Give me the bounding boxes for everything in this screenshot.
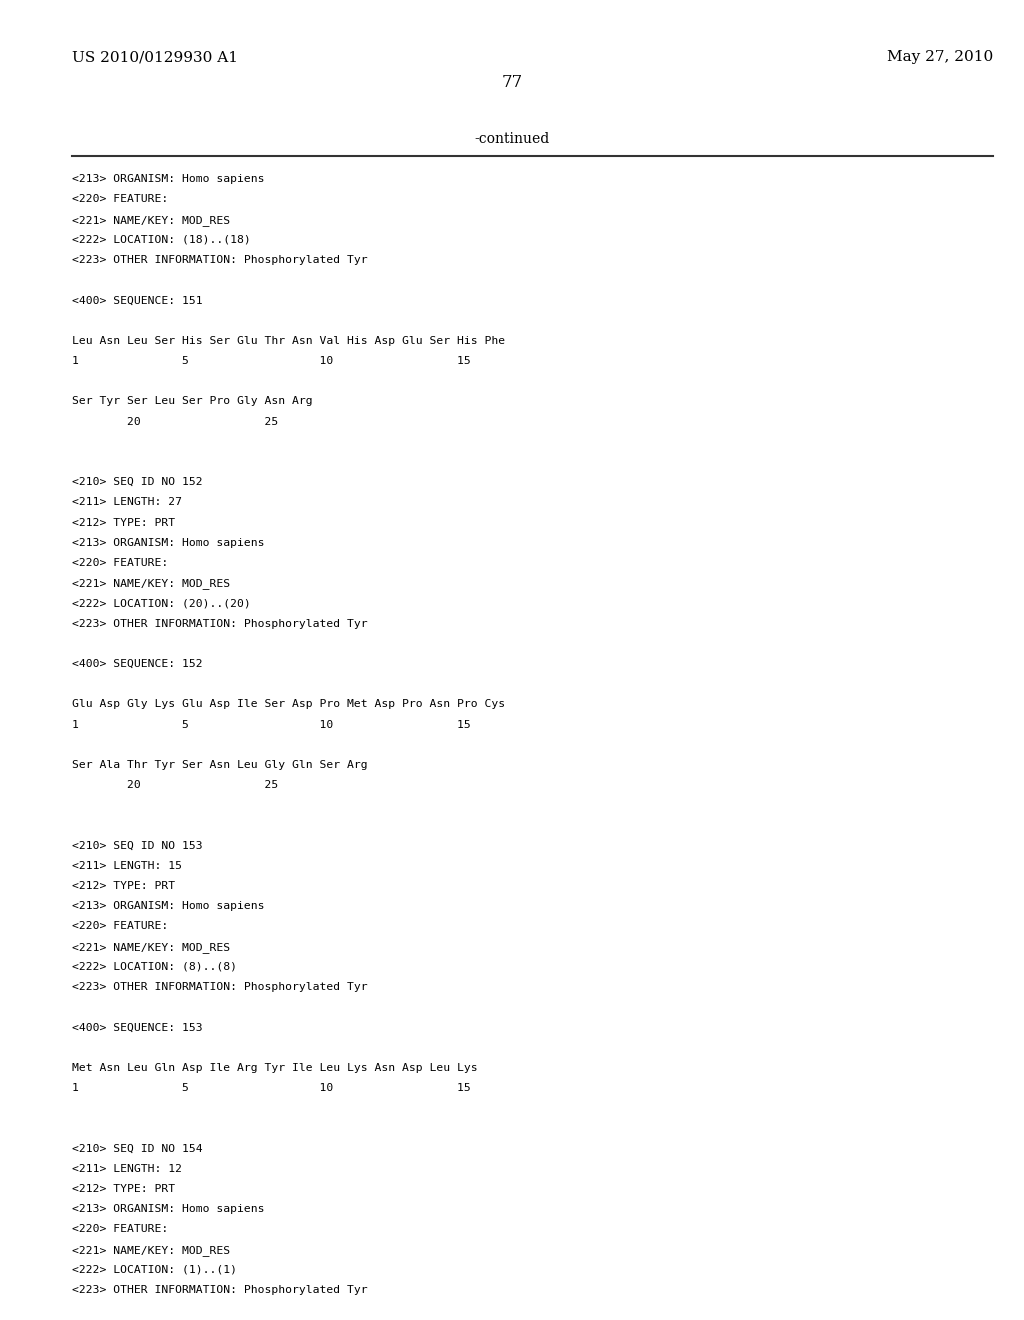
Text: <212> TYPE: PRT: <212> TYPE: PRT xyxy=(72,1184,175,1195)
Text: 20                  25: 20 25 xyxy=(72,417,278,426)
Text: Glu Asp Gly Lys Glu Asp Ile Ser Asp Pro Met Asp Pro Asn Pro Cys: Glu Asp Gly Lys Glu Asp Ile Ser Asp Pro … xyxy=(72,700,505,709)
Text: US 2010/0129930 A1: US 2010/0129930 A1 xyxy=(72,50,238,65)
Text: <400> SEQUENCE: 152: <400> SEQUENCE: 152 xyxy=(72,659,203,669)
Text: -continued: -continued xyxy=(474,132,550,147)
Text: 1               5                   10                  15: 1 5 10 15 xyxy=(72,719,470,730)
Text: <221> NAME/KEY: MOD_RES: <221> NAME/KEY: MOD_RES xyxy=(72,941,229,953)
Text: <220> FEATURE:: <220> FEATURE: xyxy=(72,194,168,205)
Text: <210> SEQ ID NO 152: <210> SEQ ID NO 152 xyxy=(72,477,203,487)
Text: <212> TYPE: PRT: <212> TYPE: PRT xyxy=(72,882,175,891)
Text: <221> NAME/KEY: MOD_RES: <221> NAME/KEY: MOD_RES xyxy=(72,1245,229,1255)
Text: <212> TYPE: PRT: <212> TYPE: PRT xyxy=(72,517,175,528)
Text: Leu Asn Leu Ser His Ser Glu Thr Asn Val His Asp Glu Ser His Phe: Leu Asn Leu Ser His Ser Glu Thr Asn Val … xyxy=(72,335,505,346)
Text: <211> LENGTH: 27: <211> LENGTH: 27 xyxy=(72,498,181,507)
Text: May 27, 2010: May 27, 2010 xyxy=(887,50,993,65)
Text: <210> SEQ ID NO 154: <210> SEQ ID NO 154 xyxy=(72,1143,203,1154)
Text: <223> OTHER INFORMATION: Phosphorylated Tyr: <223> OTHER INFORMATION: Phosphorylated … xyxy=(72,982,368,993)
Text: Met Asn Leu Gln Asp Ile Arg Tyr Ile Leu Lys Asn Asp Leu Lys: Met Asn Leu Gln Asp Ile Arg Tyr Ile Leu … xyxy=(72,1063,477,1073)
Text: <213> ORGANISM: Homo sapiens: <213> ORGANISM: Homo sapiens xyxy=(72,537,264,548)
Text: <220> FEATURE:: <220> FEATURE: xyxy=(72,921,168,932)
Text: <223> OTHER INFORMATION: Phosphorylated Tyr: <223> OTHER INFORMATION: Phosphorylated … xyxy=(72,255,368,265)
Text: <213> ORGANISM: Homo sapiens: <213> ORGANISM: Homo sapiens xyxy=(72,1204,264,1214)
Text: 77: 77 xyxy=(502,74,522,91)
Text: <213> ORGANISM: Homo sapiens: <213> ORGANISM: Homo sapiens xyxy=(72,174,264,185)
Text: <210> SEQ ID NO 153: <210> SEQ ID NO 153 xyxy=(72,841,203,850)
Text: 20                  25: 20 25 xyxy=(72,780,278,791)
Text: <220> FEATURE:: <220> FEATURE: xyxy=(72,1225,168,1234)
Text: <221> NAME/KEY: MOD_RES: <221> NAME/KEY: MOD_RES xyxy=(72,215,229,226)
Text: <223> OTHER INFORMATION: Phosphorylated Tyr: <223> OTHER INFORMATION: Phosphorylated … xyxy=(72,619,368,628)
Text: <211> LENGTH: 15: <211> LENGTH: 15 xyxy=(72,861,181,871)
Text: <222> LOCATION: (1)..(1): <222> LOCATION: (1)..(1) xyxy=(72,1265,237,1275)
Text: <400> SEQUENCE: 153: <400> SEQUENCE: 153 xyxy=(72,1023,203,1032)
Text: <222> LOCATION: (20)..(20): <222> LOCATION: (20)..(20) xyxy=(72,598,251,609)
Text: <220> FEATURE:: <220> FEATURE: xyxy=(72,558,168,568)
Text: <222> LOCATION: (18)..(18): <222> LOCATION: (18)..(18) xyxy=(72,235,251,244)
Text: <223> OTHER INFORMATION: Phosphorylated Tyr: <223> OTHER INFORMATION: Phosphorylated … xyxy=(72,1284,368,1295)
Text: <222> LOCATION: (8)..(8): <222> LOCATION: (8)..(8) xyxy=(72,962,237,972)
Text: <221> NAME/KEY: MOD_RES: <221> NAME/KEY: MOD_RES xyxy=(72,578,229,589)
Text: 1               5                   10                  15: 1 5 10 15 xyxy=(72,356,470,366)
Text: Ser Tyr Ser Leu Ser Pro Gly Asn Arg: Ser Tyr Ser Leu Ser Pro Gly Asn Arg xyxy=(72,396,312,407)
Text: <213> ORGANISM: Homo sapiens: <213> ORGANISM: Homo sapiens xyxy=(72,902,264,911)
Text: <400> SEQUENCE: 151: <400> SEQUENCE: 151 xyxy=(72,296,203,305)
Text: Ser Ala Thr Tyr Ser Asn Leu Gly Gln Ser Arg: Ser Ala Thr Tyr Ser Asn Leu Gly Gln Ser … xyxy=(72,760,368,770)
Text: 1               5                   10                  15: 1 5 10 15 xyxy=(72,1082,470,1093)
Text: <211> LENGTH: 12: <211> LENGTH: 12 xyxy=(72,1164,181,1173)
